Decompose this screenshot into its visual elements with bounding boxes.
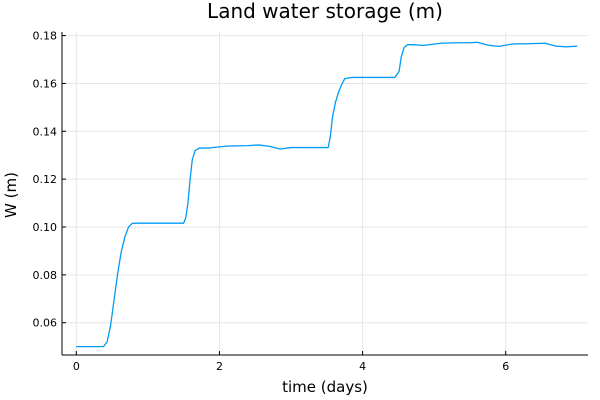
y-tick-label: 0.10 — [33, 221, 58, 234]
y-axis-label: W (m) — [2, 172, 20, 218]
y-tick-label: 0.08 — [33, 269, 58, 282]
grid-lines — [62, 32, 588, 355]
plot-axes — [61, 32, 588, 356]
axis-ticks: 0 2 4 6 0.06 0.08 0.10 0.12 0.14 0.16 0.18 — [33, 30, 510, 373]
x-tick-label: 4 — [359, 360, 366, 373]
chart-title: Land water storage (m) — [207, 0, 443, 23]
y-tick-label: 0.14 — [33, 125, 58, 138]
series-line — [76, 41, 578, 348]
y-tick-label: 0.12 — [33, 173, 58, 186]
series-lines — [76, 41, 578, 348]
x-tick-label: 0 — [73, 360, 80, 373]
x-tick-label: 2 — [216, 360, 223, 373]
x-tick-label: 6 — [502, 360, 509, 373]
x-axis-label: time (days) — [282, 378, 368, 396]
y-tick-label: 0.18 — [33, 30, 58, 43]
y-tick-label: 0.06 — [33, 317, 58, 330]
y-tick-label: 0.16 — [33, 77, 58, 90]
